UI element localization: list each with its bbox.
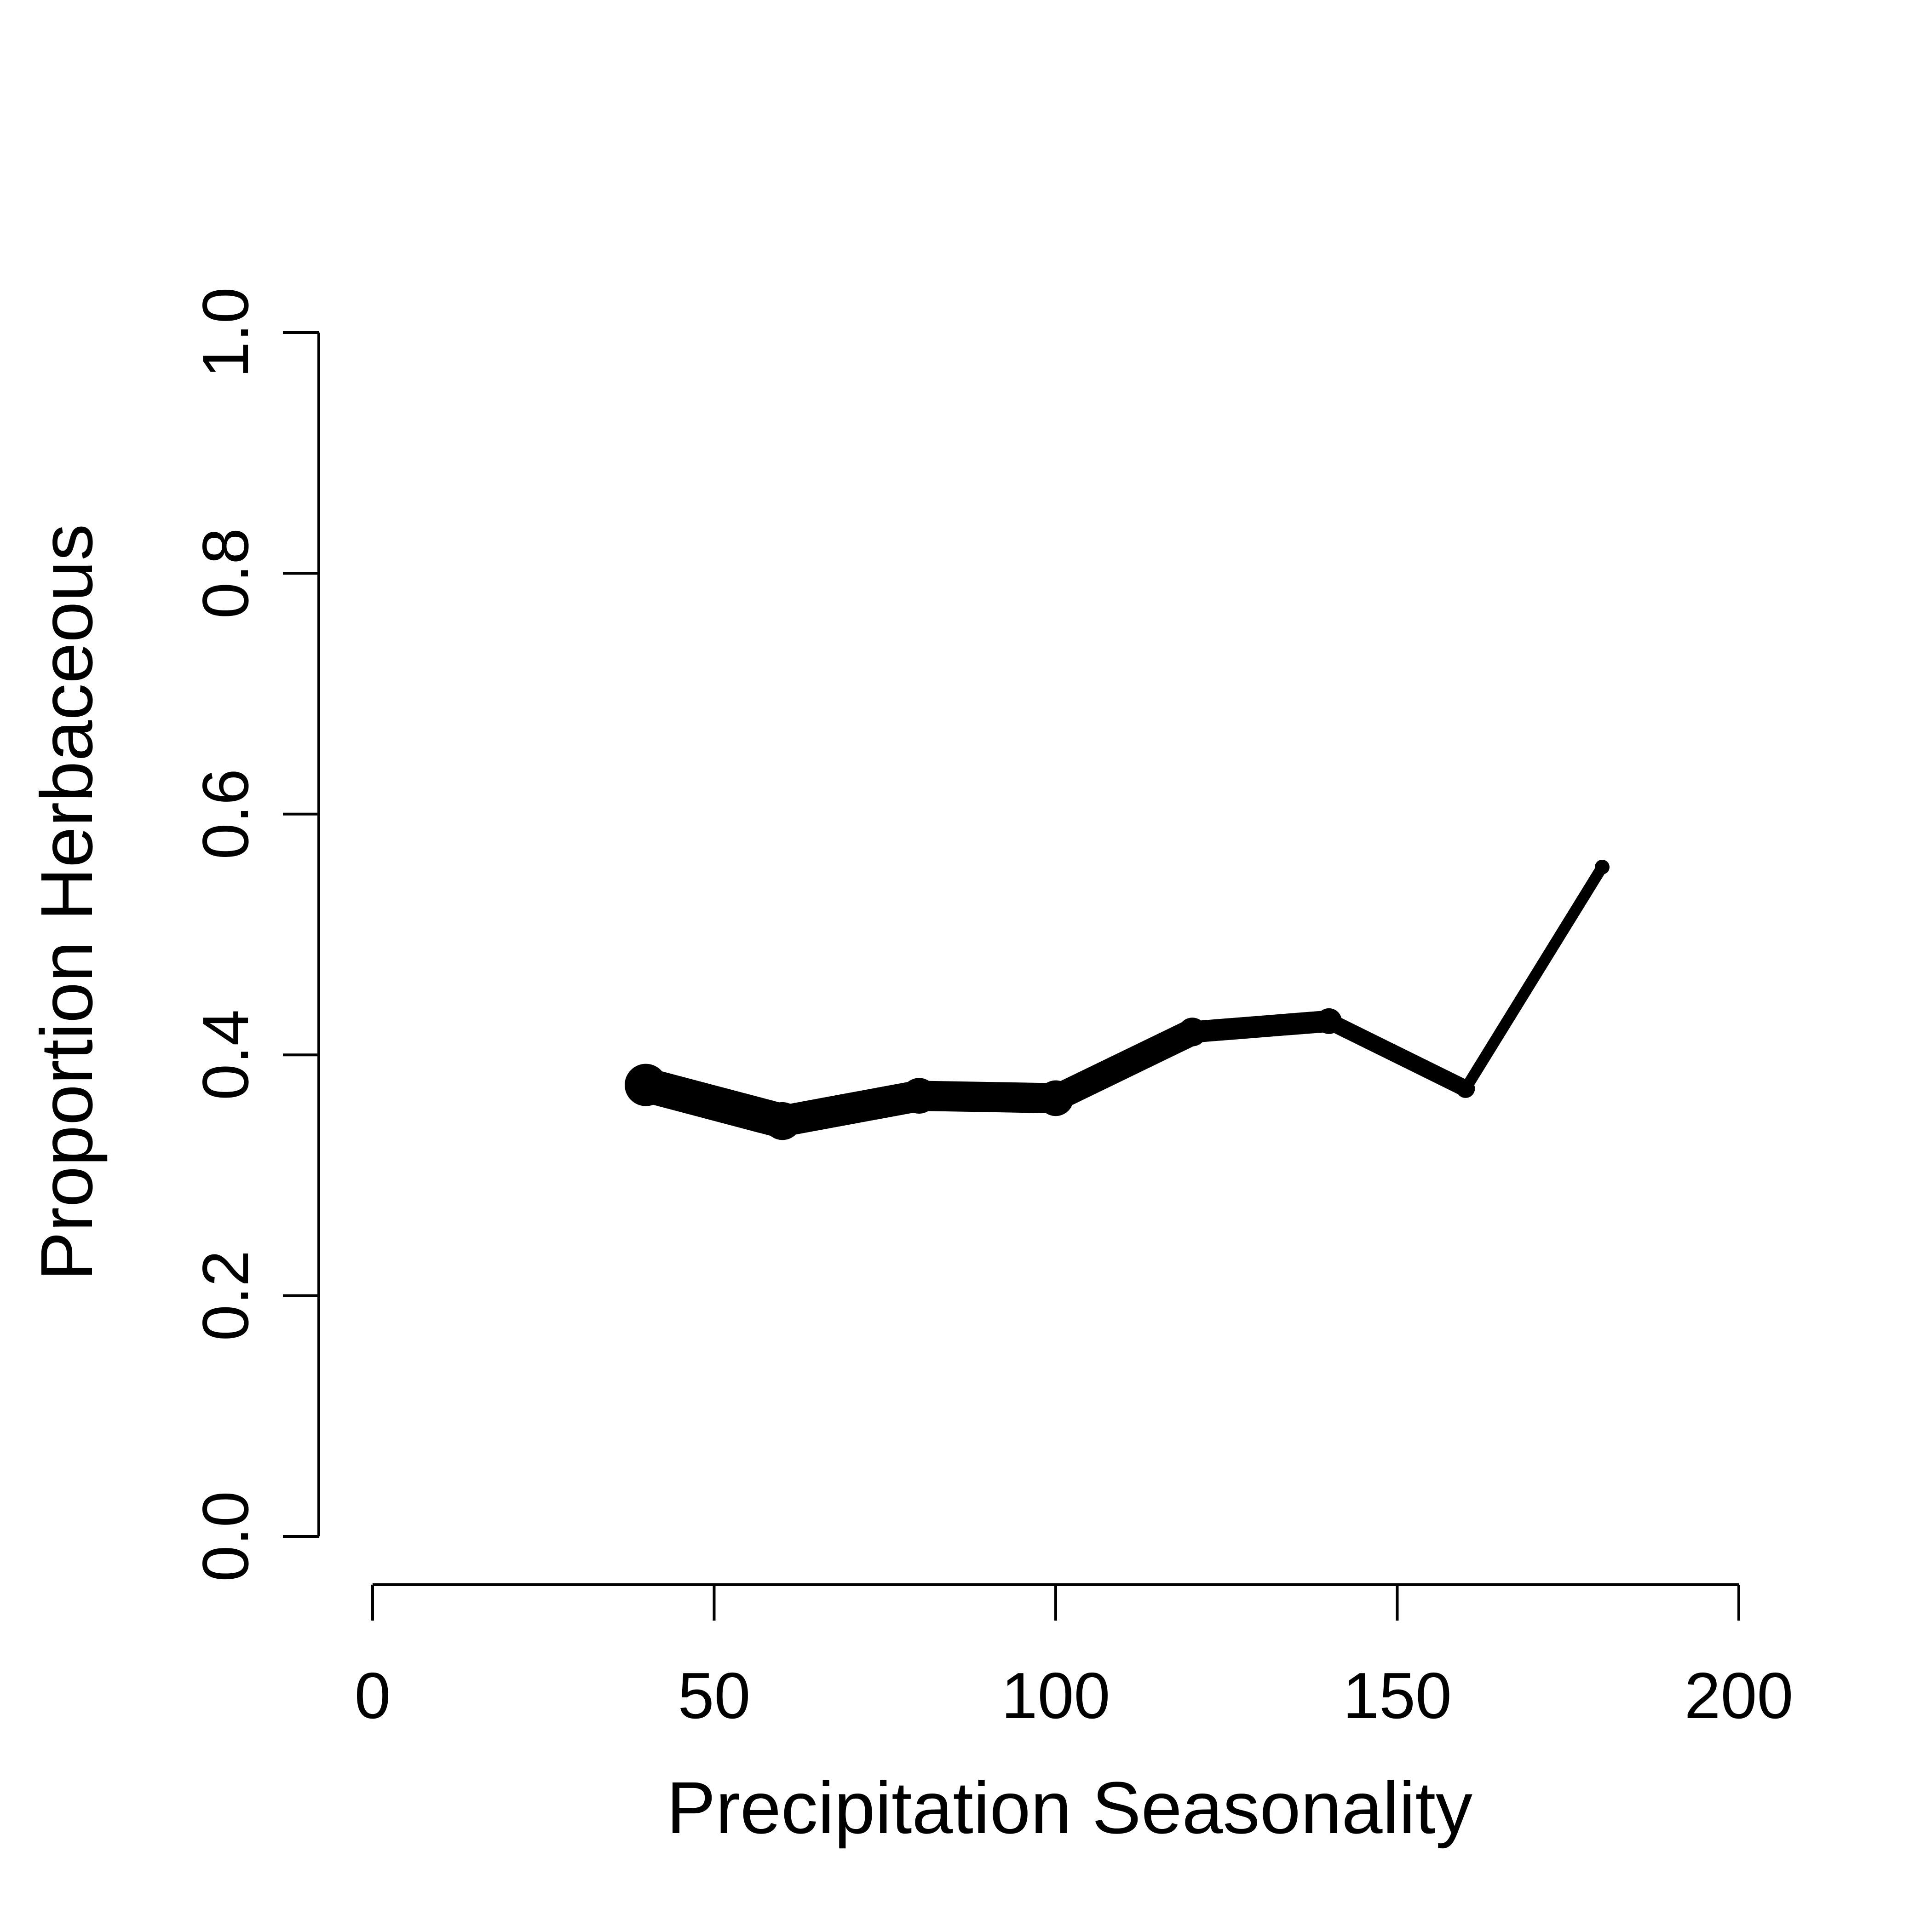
x-axis-title: Precipitation Seasonality [667,1766,1472,1849]
data-point [625,1064,667,1106]
series-line-segment [1460,861,1608,1094]
y-tick-label: 0.8 [189,528,262,619]
series-line-segment [767,1080,935,1137]
series-line-segment [1320,1012,1474,1097]
data-point [1178,1018,1207,1046]
x-tick-label: 150 [1343,1659,1452,1732]
x-tick-label: 0 [355,1659,391,1732]
y-tick-label: 0.2 [189,1250,262,1341]
y-tick-label: 0.6 [189,769,262,859]
series-line-segment [1181,1010,1340,1043]
data-point [1038,1080,1074,1116]
x-tick-label: 50 [678,1659,751,1732]
series-line-segment [904,1081,1071,1114]
x-axis: 0 50 100 150 200 [355,1583,1794,1732]
data-point [901,1078,937,1114]
y-tick-label: 0.4 [189,1009,262,1100]
plot-area [625,859,1610,1140]
y-tick-label: 0.0 [189,1491,262,1581]
x-tick-label: 200 [1685,1659,1794,1732]
data-point [1595,859,1610,874]
y-axis-title: Proportion Herbaceous [25,524,108,1281]
series-line-segment [1042,1018,1206,1112]
x-tick-label: 100 [1001,1659,1110,1732]
y-tick-label: 1.0 [189,287,262,378]
data-point [1316,1008,1342,1034]
data-point [1456,1079,1475,1098]
y-axis: 0.0 0.2 0.4 0.6 0.8 1.0 [189,287,320,1582]
data-point [763,1102,802,1140]
series-line-segment [628,1068,800,1138]
